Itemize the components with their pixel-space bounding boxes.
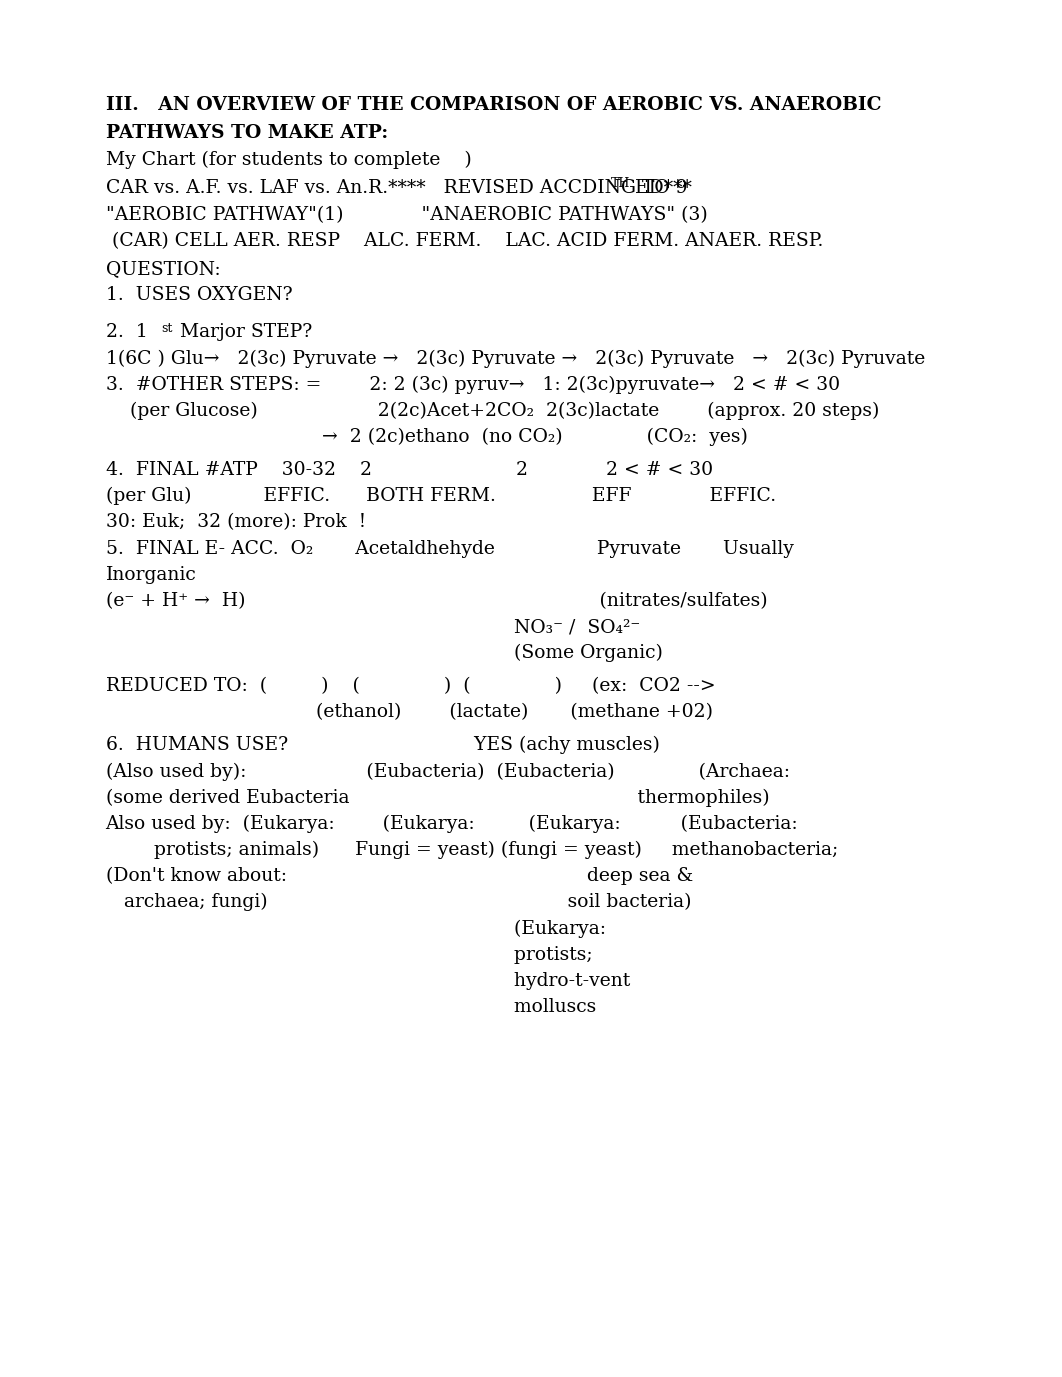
Text: (Also used by):                    (Eubacteria)  (Eubacteria)              (Arch: (Also used by): (Eubacteria) (Eubacteria… (105, 763, 789, 781)
Text: ED***: ED*** (629, 179, 692, 197)
Text: (Eukarya:: (Eukarya: (105, 920, 605, 938)
Text: (some derived Eubacteria                                                thermoph: (some derived Eubacteria thermoph (105, 789, 769, 807)
Text: (per Glu)            EFFIC.      BOTH FERM.                EFF             EFFIC: (per Glu) EFFIC. BOTH FERM. EFF EFFIC (105, 487, 775, 505)
Text: protists;: protists; (105, 946, 593, 964)
Text: REDUCED TO:  (         )    (              )  (              )     (ex:  CO2 -->: REDUCED TO: ( ) ( ) ( ) (ex: CO2 --> (105, 677, 715, 695)
Text: 5.  FINAL E- ACC.  O₂       Acetaldhehyde                 Pyruvate       Usually: 5. FINAL E- ACC. O₂ Acetaldhehyde Pyruva… (105, 540, 793, 558)
Text: (ethanol)        (lactate)       (methane +02): (ethanol) (lactate) (methane +02) (105, 704, 713, 722)
Text: 6.  HUMANS USE?                               YES (achy muscles): 6. HUMANS USE? YES (achy muscles) (105, 737, 660, 755)
Text: 2.  1: 2. 1 (105, 324, 148, 341)
Text: (CAR) CELL AER. RESP    ALC. FERM.    LAC. ACID FERM. ANAER. RESP.: (CAR) CELL AER. RESP ALC. FERM. LAC. ACI… (105, 233, 823, 251)
Text: Marjor STEP?: Marjor STEP? (174, 324, 312, 341)
Text: CAR vs. A.F. vs. LAF vs. An.R.****   REVISED ACCDING TO 9: CAR vs. A.F. vs. LAF vs. An.R.**** REVIS… (105, 179, 687, 197)
Text: molluscs: molluscs (105, 998, 596, 1016)
Text: →  2 (2c)ethano  (no CO₂)              (CO₂:  yes): → 2 (2c)ethano (no CO₂) (CO₂: yes) (105, 428, 748, 446)
Text: My Chart (for students to complete    ): My Chart (for students to complete ) (105, 151, 472, 169)
Text: 1(6C ) Glu→   2(3c) Pyruvate →   2(3c) Pyruvate →   2(3c) Pyruvate   →   2(3c) P: 1(6C ) Glu→ 2(3c) Pyruvate → 2(3c) Pyruv… (105, 350, 925, 368)
Text: 1.  USES OXYGEN?: 1. USES OXYGEN? (105, 286, 292, 304)
Text: hydro-t-vent: hydro-t-vent (105, 972, 630, 990)
Text: Also used by:  (Eukarya:        (Eukarya:         (Eukarya:          (Eubacteria: Also used by: (Eukarya: (Eukarya: (Eukar… (105, 815, 799, 833)
Text: protists; animals)      Fungi = yeast) (fungi = yeast)     methanobacteria;: protists; animals) Fungi = yeast) (fungi… (105, 841, 838, 859)
Text: st: st (161, 322, 172, 335)
Text: 30: Euk;  32 (more): Prok  !: 30: Euk; 32 (more): Prok ! (105, 514, 365, 532)
Text: (e⁻ + H⁺ →  H)                                                           (nitrat: (e⁻ + H⁺ → H) (nitrat (105, 592, 767, 610)
Text: (Don't know about:                                                  deep sea &: (Don't know about: deep sea & (105, 868, 692, 885)
Text: Inorganic: Inorganic (105, 566, 196, 584)
Text: NO₃⁻ /  SO₄²⁻: NO₃⁻ / SO₄²⁻ (105, 618, 639, 636)
Text: QUESTION:: QUESTION: (105, 260, 220, 278)
Text: III.   AN OVERVIEW OF THE COMPARISON OF AEROBIC VS. ANAEROBIC: III. AN OVERVIEW OF THE COMPARISON OF AE… (105, 96, 881, 114)
Text: (per Glucose)                    2(2c)Acet+2CO₂  2(3c)lactate        (approx. 20: (per Glucose) 2(2c)Acet+2CO₂ 2(3c)lactat… (105, 402, 879, 420)
Text: "AEROBIC PATHWAY"(1)             "ANAEROBIC PATHWAYS" (3): "AEROBIC PATHWAY"(1) "ANAEROBIC PATHWAYS… (105, 207, 707, 224)
Text: (Some Organic): (Some Organic) (105, 644, 663, 662)
Text: PATHWAYS TO MAKE ATP:: PATHWAYS TO MAKE ATP: (105, 124, 388, 142)
Text: 4.  FINAL #ATP    30-32    2                        2             2 < # < 30: 4. FINAL #ATP 30-32 2 2 2 < # < 30 (105, 461, 713, 479)
Text: 3.  #OTHER STEPS: =        2: 2 (3c) pyruv→   1: 2(3c)pyruvate→   2 < # < 30: 3. #OTHER STEPS: = 2: 2 (3c) pyruv→ 1: 2… (105, 376, 840, 394)
Text: archaea; fungi)                                                  soil bacteria): archaea; fungi) soil bacteria) (105, 894, 691, 912)
Text: TH: TH (611, 178, 630, 190)
